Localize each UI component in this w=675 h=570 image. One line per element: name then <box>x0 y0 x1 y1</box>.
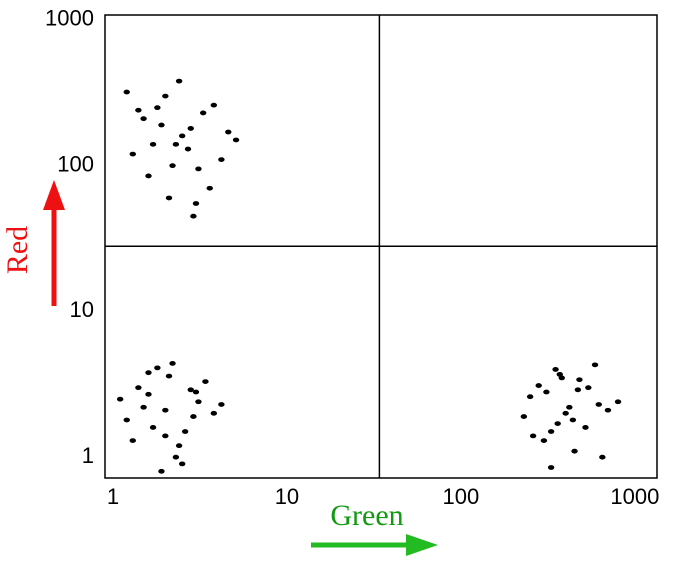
scatter-point <box>181 429 189 434</box>
scatter-point <box>190 414 197 419</box>
scatter-point <box>218 402 225 407</box>
scatter-point <box>165 373 173 379</box>
scatter-point <box>145 370 152 376</box>
scatter-point <box>556 371 563 377</box>
scatter-point <box>199 110 207 116</box>
scatter-point <box>582 425 589 430</box>
scatter-point <box>187 126 194 131</box>
x-arrow <box>311 534 438 556</box>
scatter-point <box>169 361 176 366</box>
scatter-point <box>192 389 200 395</box>
scatter-point <box>195 399 202 405</box>
scatter-point <box>540 438 548 443</box>
scatter-point <box>585 385 592 391</box>
scatter-point <box>135 107 142 113</box>
scatter-point <box>599 454 606 460</box>
scatter-point <box>154 105 161 111</box>
scatter-point <box>569 417 577 423</box>
x-arrow-head <box>406 534 438 556</box>
y-arrow <box>43 180 65 306</box>
scatter-point <box>129 151 136 157</box>
scatter-point <box>604 407 612 413</box>
scatter-point <box>175 78 183 84</box>
scatter-point <box>162 407 169 413</box>
scatter-point <box>591 362 599 368</box>
scatter-point <box>116 396 124 402</box>
scatter-point <box>554 421 561 427</box>
scatter-point <box>158 468 165 474</box>
scatter-point <box>562 410 569 416</box>
scatter-point <box>535 383 542 388</box>
x-tick-label: 1 <box>107 484 119 509</box>
y-tick-label: 10 <box>70 297 94 322</box>
x-tick-label: 1000 <box>610 484 659 509</box>
scatter-point <box>158 122 165 128</box>
scatter-point <box>232 137 240 143</box>
x-tick-label: 100 <box>443 484 480 509</box>
scatter-point <box>123 89 130 95</box>
scatter-point <box>135 385 142 391</box>
scatter-point <box>195 166 202 172</box>
scatter-point <box>210 410 218 416</box>
scatter-point <box>547 429 555 434</box>
scatter-point <box>140 404 147 410</box>
scatter-point <box>178 461 186 467</box>
scatter-point <box>552 367 559 372</box>
scatter-point <box>526 394 534 400</box>
scatter-point <box>202 379 209 385</box>
scatter-point <box>571 448 578 454</box>
scatter-point <box>566 404 573 410</box>
scatter-point <box>595 402 602 407</box>
scatter-point <box>210 102 218 108</box>
scatter-point <box>162 93 169 99</box>
scatter-point <box>140 116 147 122</box>
x-tick-label: 10 <box>275 484 299 509</box>
scatter-point <box>206 185 213 191</box>
y-arrow-head <box>43 180 65 210</box>
scatter-point <box>520 414 528 419</box>
scatter-point <box>145 391 152 397</box>
scatter-point <box>145 173 152 179</box>
y-tick-label: 1 <box>82 443 94 468</box>
scatter-point <box>225 129 232 135</box>
scatter-point <box>154 365 161 371</box>
scatter-point <box>218 157 225 163</box>
scatter-point <box>192 201 200 206</box>
y-tick-label: 1000 <box>45 6 94 31</box>
scatter-point <box>175 443 183 449</box>
scatter-point <box>190 213 197 219</box>
y-tick-label: 100 <box>57 151 94 176</box>
scatter-point <box>576 377 583 383</box>
scatter-point <box>614 399 622 405</box>
x-axis-title: Green <box>330 499 403 532</box>
scatter-point <box>149 425 157 430</box>
scatter-point <box>187 387 194 393</box>
scatter-point <box>169 163 176 169</box>
scatter-point <box>123 417 130 423</box>
scatter-point <box>529 433 537 439</box>
scatter-point <box>165 195 173 201</box>
scatter-point <box>574 387 582 393</box>
scatter-point <box>149 141 157 147</box>
scatter-point <box>172 141 180 147</box>
scatter-point <box>178 133 186 139</box>
scatter-point <box>547 465 555 470</box>
scatter-point <box>184 146 192 152</box>
scatter-point <box>543 389 550 395</box>
scatter-point <box>129 438 136 443</box>
y-axis-title: Red <box>1 226 34 274</box>
scatter-point <box>162 433 169 439</box>
scatter-point <box>172 454 180 460</box>
